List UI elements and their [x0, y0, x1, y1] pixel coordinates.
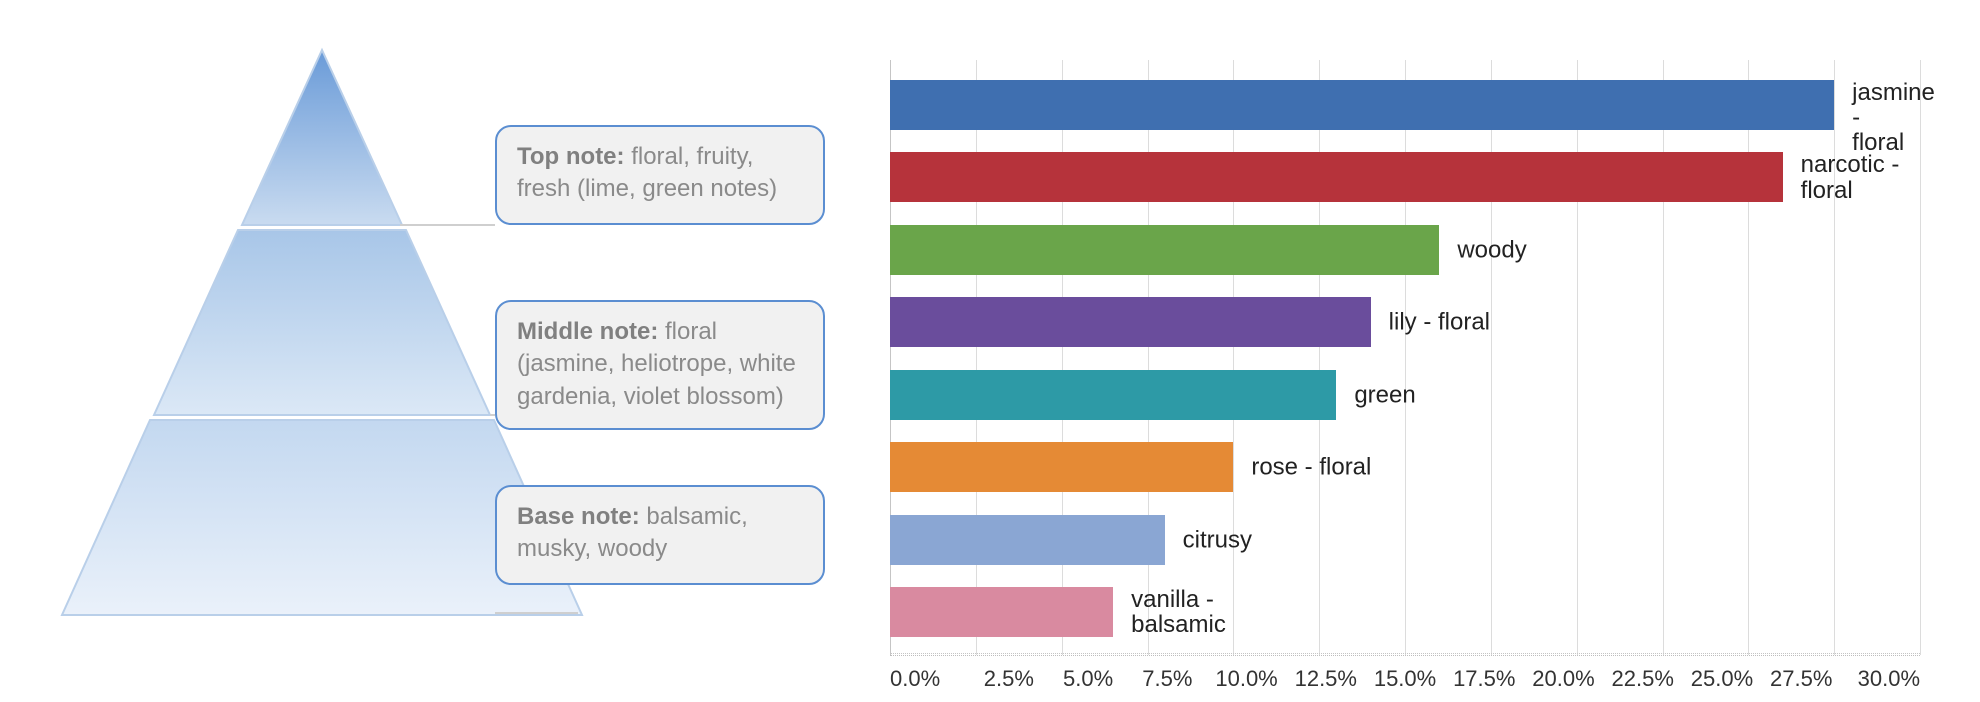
note-middle-title: Middle note:	[517, 318, 658, 345]
note-top-title: Top note:	[517, 143, 625, 170]
bar-chart-area: jasmine - floral narcotic - floral woody li…	[890, 60, 1920, 656]
page: Top note: floral, fruity, fresh (lime, g…	[0, 0, 1980, 702]
bar	[890, 152, 1783, 202]
x-tick-label: 30.0%	[1841, 666, 1920, 692]
bar	[890, 225, 1439, 275]
bar-row: rose - floral	[890, 442, 1920, 492]
bar	[890, 442, 1233, 492]
x-tick-label: 17.5%	[1445, 666, 1524, 692]
x-tick-label: 27.5%	[1762, 666, 1841, 692]
bar-row: woody	[890, 225, 1920, 275]
x-tick-label: 12.5%	[1286, 666, 1365, 692]
bar	[890, 587, 1113, 637]
x-tick-label: 5.0%	[1048, 666, 1127, 692]
bar-label: green	[1354, 382, 1415, 407]
note-card-middle: Middle note: floral (jasmine, heliotrope…	[495, 300, 825, 430]
bar-row: green	[890, 370, 1920, 420]
bar	[890, 80, 1834, 130]
x-tick-label: 7.5%	[1128, 666, 1207, 692]
bar	[890, 297, 1371, 347]
x-tick-label: 10.0%	[1207, 666, 1286, 692]
x-tick-label: 25.0%	[1682, 666, 1761, 692]
note-base-title: Base note:	[517, 503, 640, 530]
bar-label: woody	[1457, 237, 1526, 262]
bar-row: vanilla - balsamic	[890, 587, 1920, 637]
bar-row: jasmine - floral	[890, 80, 1920, 130]
bar-row: lily - floral	[890, 297, 1920, 347]
bar-label: jasmine - floral	[1852, 80, 1935, 156]
bar	[890, 370, 1336, 420]
bars-container: jasmine - floral narcotic - floral woody li…	[890, 60, 1920, 655]
bar-row: citrusy	[890, 515, 1920, 565]
x-tick-label: 0.0%	[890, 666, 969, 692]
x-axis: 0.0%2.5%5.0%7.5%10.0%12.5%15.0%17.5%20.0…	[890, 656, 1920, 692]
bar-label: rose - floral	[1251, 455, 1371, 480]
x-tick-label: 15.0%	[1365, 666, 1444, 692]
pyramid-tier-0	[242, 50, 402, 225]
bar-label: narcotic - floral	[1801, 152, 1900, 202]
note-card-base: Base note: balsamic, musky, woody	[495, 485, 825, 585]
bar-label: citrusy	[1183, 527, 1252, 552]
bar-label: lily - floral	[1389, 310, 1490, 335]
bar-label: vanilla - balsamic	[1131, 587, 1226, 637]
bar-row: narcotic - floral	[890, 152, 1920, 202]
pyramid-tier-1	[154, 230, 490, 415]
bar-chart-panel: jasmine - floralnarcotic - floralwoodyli…	[880, 20, 1950, 692]
pyramid-panel: Top note: floral, fruity, fresh (lime, g…	[30, 20, 850, 692]
x-tick-label: 20.0%	[1524, 666, 1603, 692]
note-card-top: Top note: floral, fruity, fresh (lime, g…	[495, 125, 825, 225]
bar	[890, 515, 1165, 565]
x-tick-label: 22.5%	[1603, 666, 1682, 692]
x-tick-label: 2.5%	[969, 666, 1048, 692]
